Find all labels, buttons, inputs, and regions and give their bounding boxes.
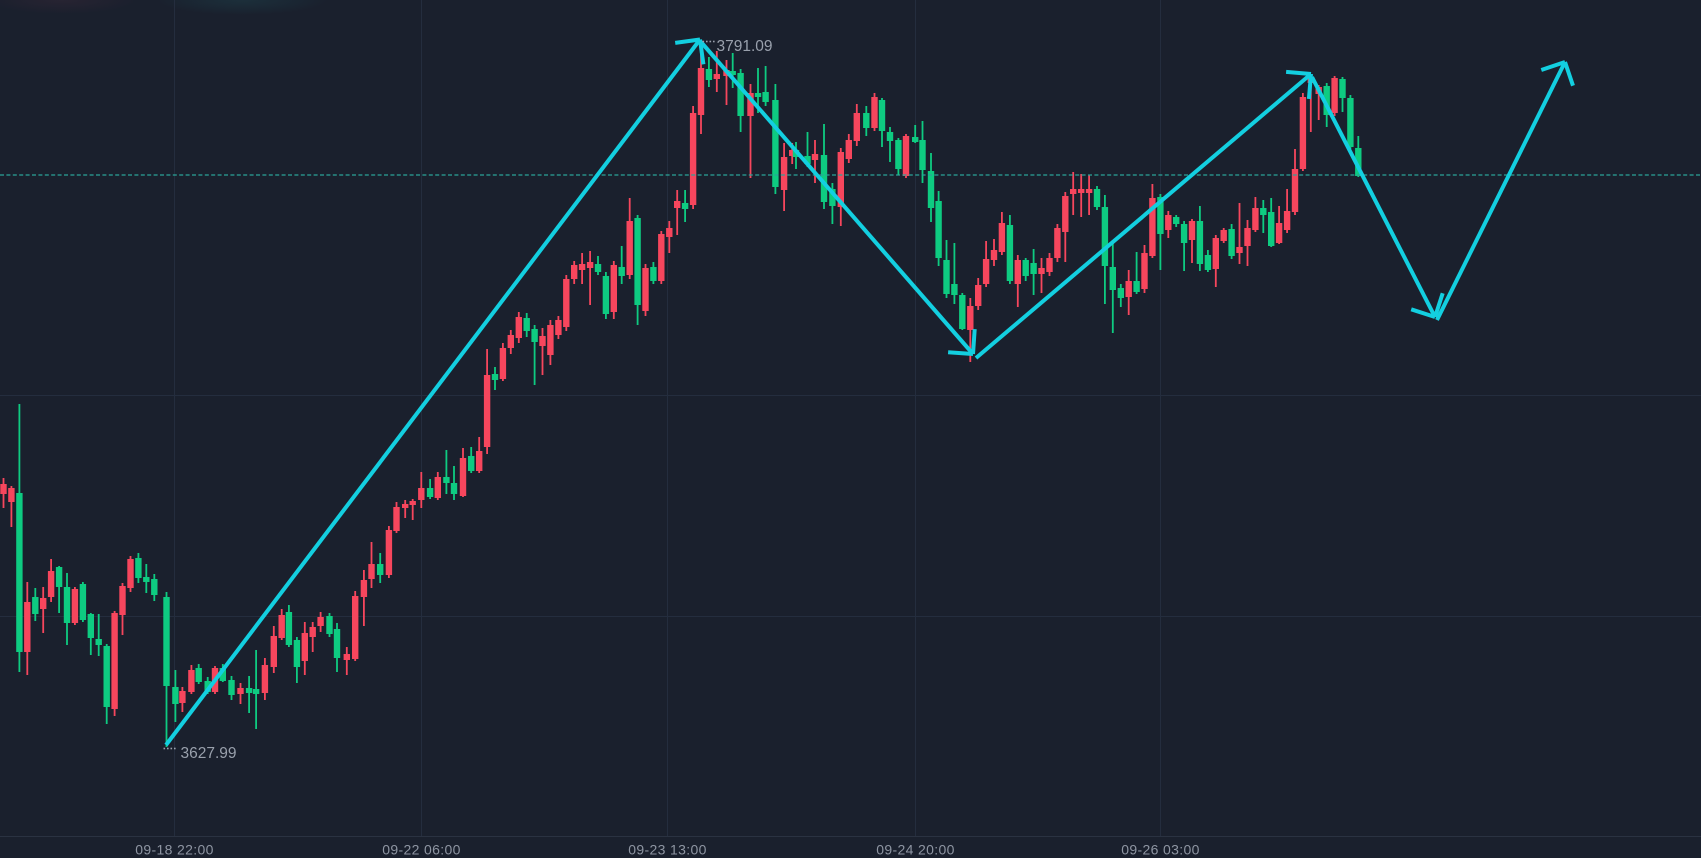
svg-text:09-24 20:00: 09-24 20:00 (876, 842, 955, 858)
svg-text:09-26 03:00: 09-26 03:00 (1121, 842, 1200, 858)
svg-text:3627.99: 3627.99 (181, 745, 237, 762)
svg-text:09-22 06:00: 09-22 06:00 (382, 842, 461, 858)
svg-text:3791.09: 3791.09 (717, 38, 773, 55)
svg-text:09-23 13:00: 09-23 13:00 (628, 842, 707, 858)
svg-text:09-18 22:00: 09-18 22:00 (135, 842, 214, 858)
